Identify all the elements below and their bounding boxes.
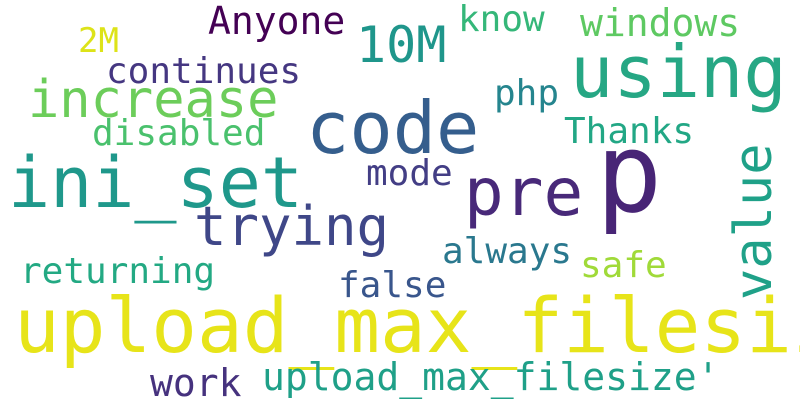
word-returning: returning bbox=[20, 251, 216, 292]
word-using: using bbox=[570, 30, 787, 114]
word-work: work bbox=[150, 361, 242, 400]
word-false: false bbox=[338, 265, 447, 306]
word-anyone: Anyone bbox=[208, 0, 346, 43]
word-always: always bbox=[442, 231, 573, 272]
word-ini-set: ini_set bbox=[8, 142, 304, 224]
word-value: value bbox=[724, 143, 784, 300]
word-2m: 2M bbox=[78, 21, 119, 61]
word-p: p bbox=[596, 109, 663, 237]
word-code: code bbox=[306, 86, 480, 170]
word-pre: pre bbox=[464, 154, 584, 231]
word-10m: 10M bbox=[356, 16, 447, 74]
word-php: php bbox=[494, 73, 560, 114]
word-continues: continues bbox=[106, 51, 302, 92]
word-disabled: disabled bbox=[92, 113, 266, 154]
word-upload-max-filesize-quote: upload_max_filesize' bbox=[262, 355, 720, 399]
word-mode: mode bbox=[366, 153, 453, 194]
word-trying: trying bbox=[194, 195, 390, 258]
word-upload-max-filesize: upload_max_filesize bbox=[14, 281, 800, 370]
word-increase: increase bbox=[28, 70, 279, 130]
word-safe: safe bbox=[580, 245, 667, 286]
word-windows: windows bbox=[580, 1, 741, 45]
word-know: know bbox=[458, 0, 545, 40]
word-thanks: Thanks bbox=[564, 111, 695, 152]
